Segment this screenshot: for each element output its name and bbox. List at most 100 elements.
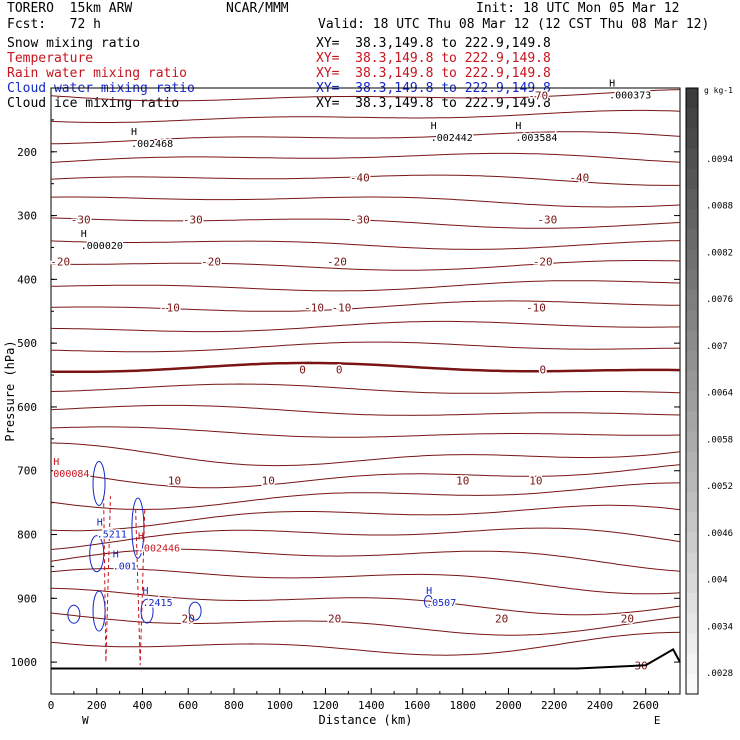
cloud-water-contour (188, 601, 202, 621)
isotherm-line (50, 631, 680, 656)
legend-cloud-ice: Cloud ice mixing ratio (7, 96, 180, 111)
maximum-value: .2415 (142, 598, 172, 609)
isotherm-line (50, 426, 681, 438)
colorbar-swatch (686, 310, 698, 331)
isotherm-line (50, 548, 681, 572)
legend-snow-xy: XY= 38.3,149.8 to 222.9,149.8 (316, 36, 551, 51)
isotherm-label: -70 (528, 90, 548, 103)
isotherm-line (50, 89, 681, 102)
colorbar-swatch (686, 148, 698, 170)
colorbar-swatch (686, 532, 698, 554)
colorbar-label: .0052 (706, 482, 733, 492)
x-tick-label: 2200 (541, 699, 568, 712)
x-tick-label: 2400 (587, 699, 614, 712)
x-left-end-label: W (82, 714, 89, 727)
forecast-hour: Fcst: 72 h (7, 17, 101, 32)
isotherm-label: -40 (569, 171, 589, 184)
y-tick-label: 200 (17, 146, 37, 159)
maximum-marker: H (142, 586, 148, 597)
x-tick-label: 1200 (312, 699, 339, 712)
rain-water-contour (135, 508, 146, 666)
valid-time: Valid: 18 UTC Thu 08 Mar 12 (12 CST Thu … (318, 17, 710, 32)
x-right-end-label: E (654, 714, 661, 727)
isotherm-line (51, 280, 681, 292)
isotherm-label: -30 (71, 213, 91, 226)
model-title: TORERO 15km ARW (7, 1, 133, 16)
colorbar-swatch (686, 431, 698, 453)
colorbar-swatch (686, 673, 698, 695)
isotherm-label: -40 (350, 171, 370, 184)
isotherm-line (50, 404, 681, 416)
isotherm-label: -30 (183, 213, 203, 226)
isotherm-label: 0 (336, 363, 343, 376)
isotherm-line (50, 464, 681, 489)
isotherm-label: 20 (495, 613, 508, 626)
isotherm-label: -20 (50, 256, 70, 269)
isotherm-line (50, 217, 681, 229)
isotherm-label: 10 (262, 474, 275, 487)
colorbar-swatch (686, 492, 698, 513)
colorbar-swatch (686, 168, 698, 190)
legend-rain: Rain water mixing ratio (7, 66, 188, 81)
colorbar-label: .0088 (706, 202, 733, 212)
isotherm-label: -10 (526, 301, 546, 314)
x-tick-label: 400 (133, 699, 153, 712)
y-tick-label: 600 (17, 401, 37, 414)
colorbar-swatch (686, 330, 698, 352)
isotherm-line (50, 383, 681, 394)
colorbar-swatch (686, 108, 698, 129)
maximum-marker: H (53, 457, 59, 468)
legend-cloud-ice-xy: XY= 38.3,149.8 to 222.9,149.8 (316, 96, 551, 111)
isotherm-label: 0 (299, 363, 306, 376)
isotherm-label: 20 (621, 613, 634, 626)
maximum-value: .5211 (97, 530, 127, 541)
isotherm-line (50, 109, 681, 123)
colorbar-swatch (686, 552, 698, 574)
colorbar-swatch (686, 269, 698, 291)
maximum-marker: H (81, 229, 87, 240)
colorbar-swatch (686, 613, 698, 634)
colorbar-swatch (686, 350, 698, 372)
maximum-value: .000020 (81, 241, 123, 252)
x-tick-label: 1800 (449, 699, 476, 712)
isotherm-line (50, 612, 681, 636)
isotherm-label: -10 (304, 301, 324, 314)
colorbar-swatch (686, 209, 698, 230)
colorbar-swatch (686, 451, 698, 473)
cloud-water-contour (423, 595, 433, 609)
x-axis-title: Distance (km) (319, 713, 413, 727)
x-tick-label: 600 (178, 699, 198, 712)
isotherm-line (50, 300, 680, 312)
maximum-marker: H (426, 586, 432, 597)
isotherm-label: 10 (456, 474, 469, 487)
isotherm-label: -20 (533, 256, 553, 269)
maximum-value: .0507 (426, 598, 456, 609)
y-axis-title: Pressure (hPa) (3, 340, 17, 441)
x-tick-label: 2600 (632, 699, 659, 712)
terrain-surface (51, 647, 681, 670)
colorbar-swatch (686, 88, 698, 109)
colorbar-label: .0028 (706, 669, 733, 679)
isotherm-line (50, 504, 681, 532)
isotherm-label: 20 (182, 613, 195, 626)
isotherm-line (50, 482, 680, 511)
maximum-marker: H (97, 518, 103, 529)
cloud-water-contour (92, 590, 106, 632)
y-tick-label: 300 (17, 210, 37, 223)
maximum-value: .001 (113, 561, 137, 572)
colorbar-label: .007 (706, 342, 728, 352)
maximum-marker: H (609, 79, 615, 90)
colorbar-swatch (686, 593, 698, 614)
isotherm-line (51, 260, 681, 271)
maximum-value: .002442 (431, 133, 473, 144)
y-tick-label: 500 (17, 337, 37, 350)
rain-water-contour (103, 496, 111, 663)
colorbar-swatch (686, 249, 698, 271)
isotherm-line (50, 341, 681, 353)
colorbar-swatch (686, 391, 698, 412)
colorbar-swatch (686, 290, 698, 311)
colorbar-swatch (686, 512, 698, 533)
colorbar-swatch (686, 370, 698, 392)
init-time: Init: 18 UTC Mon 05 Mar 12 (476, 1, 680, 16)
isotherm-label: -20 (201, 256, 221, 269)
